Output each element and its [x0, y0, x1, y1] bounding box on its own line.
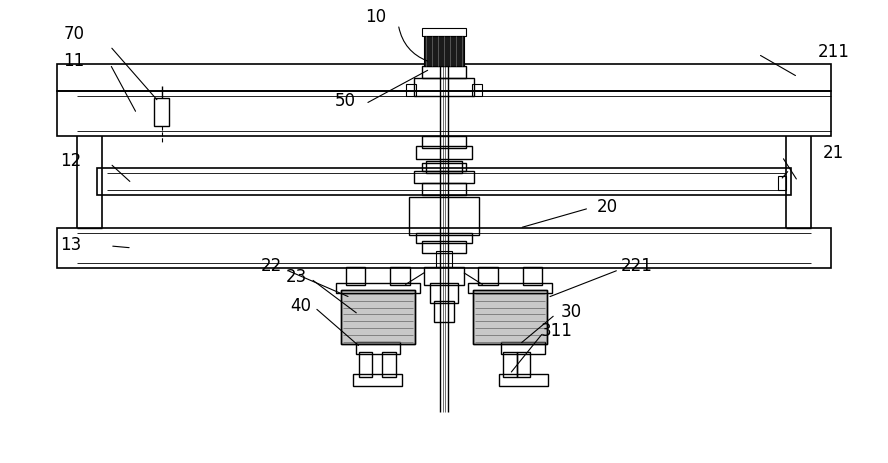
Bar [406, 84, 416, 96]
Bar [416, 145, 472, 159]
Text: 40: 40 [290, 297, 312, 314]
Bar [436, 251, 452, 267]
Bar [341, 290, 416, 344]
Text: 12: 12 [59, 152, 81, 170]
Text: 21: 21 [823, 144, 844, 163]
Bar [391, 267, 410, 285]
Bar [778, 176, 786, 190]
Bar [468, 283, 552, 293]
Bar [422, 136, 466, 148]
Bar [409, 197, 479, 235]
Text: 70: 70 [64, 25, 84, 43]
Bar [353, 374, 402, 386]
Bar [422, 183, 466, 195]
Bar [359, 352, 372, 377]
Text: 30: 30 [560, 302, 582, 320]
Text: 50: 50 [335, 92, 356, 110]
Text: 211: 211 [818, 43, 850, 61]
Text: 311: 311 [541, 322, 572, 340]
Bar [341, 290, 416, 344]
Bar [58, 91, 830, 136]
Bar [501, 342, 545, 354]
Bar [426, 162, 462, 173]
Bar [336, 283, 420, 293]
Bar [416, 233, 472, 243]
Bar [422, 66, 466, 78]
Bar [345, 267, 366, 285]
Bar [58, 228, 830, 268]
Bar [503, 352, 517, 377]
Bar [422, 163, 466, 171]
Bar [517, 352, 530, 377]
Text: 13: 13 [59, 236, 81, 254]
Bar [422, 28, 466, 36]
Bar [383, 352, 396, 377]
Text: 20: 20 [597, 198, 617, 216]
Bar [424, 267, 464, 285]
Bar [472, 290, 547, 344]
Bar [499, 374, 549, 386]
Bar [478, 267, 497, 285]
Bar [522, 267, 543, 285]
Text: 221: 221 [621, 257, 653, 275]
Bar [472, 290, 547, 344]
Bar [424, 36, 464, 66]
Bar [430, 283, 458, 303]
Text: 23: 23 [285, 268, 306, 286]
Bar [422, 241, 466, 253]
Bar [434, 300, 454, 322]
Text: 22: 22 [260, 257, 281, 275]
Bar [472, 84, 482, 96]
Text: 10: 10 [365, 8, 386, 26]
Text: 11: 11 [64, 52, 85, 70]
Bar [355, 342, 400, 354]
Bar [58, 64, 830, 91]
Bar [97, 169, 791, 195]
Bar [154, 98, 169, 125]
Bar [414, 78, 474, 96]
Bar [414, 171, 474, 183]
